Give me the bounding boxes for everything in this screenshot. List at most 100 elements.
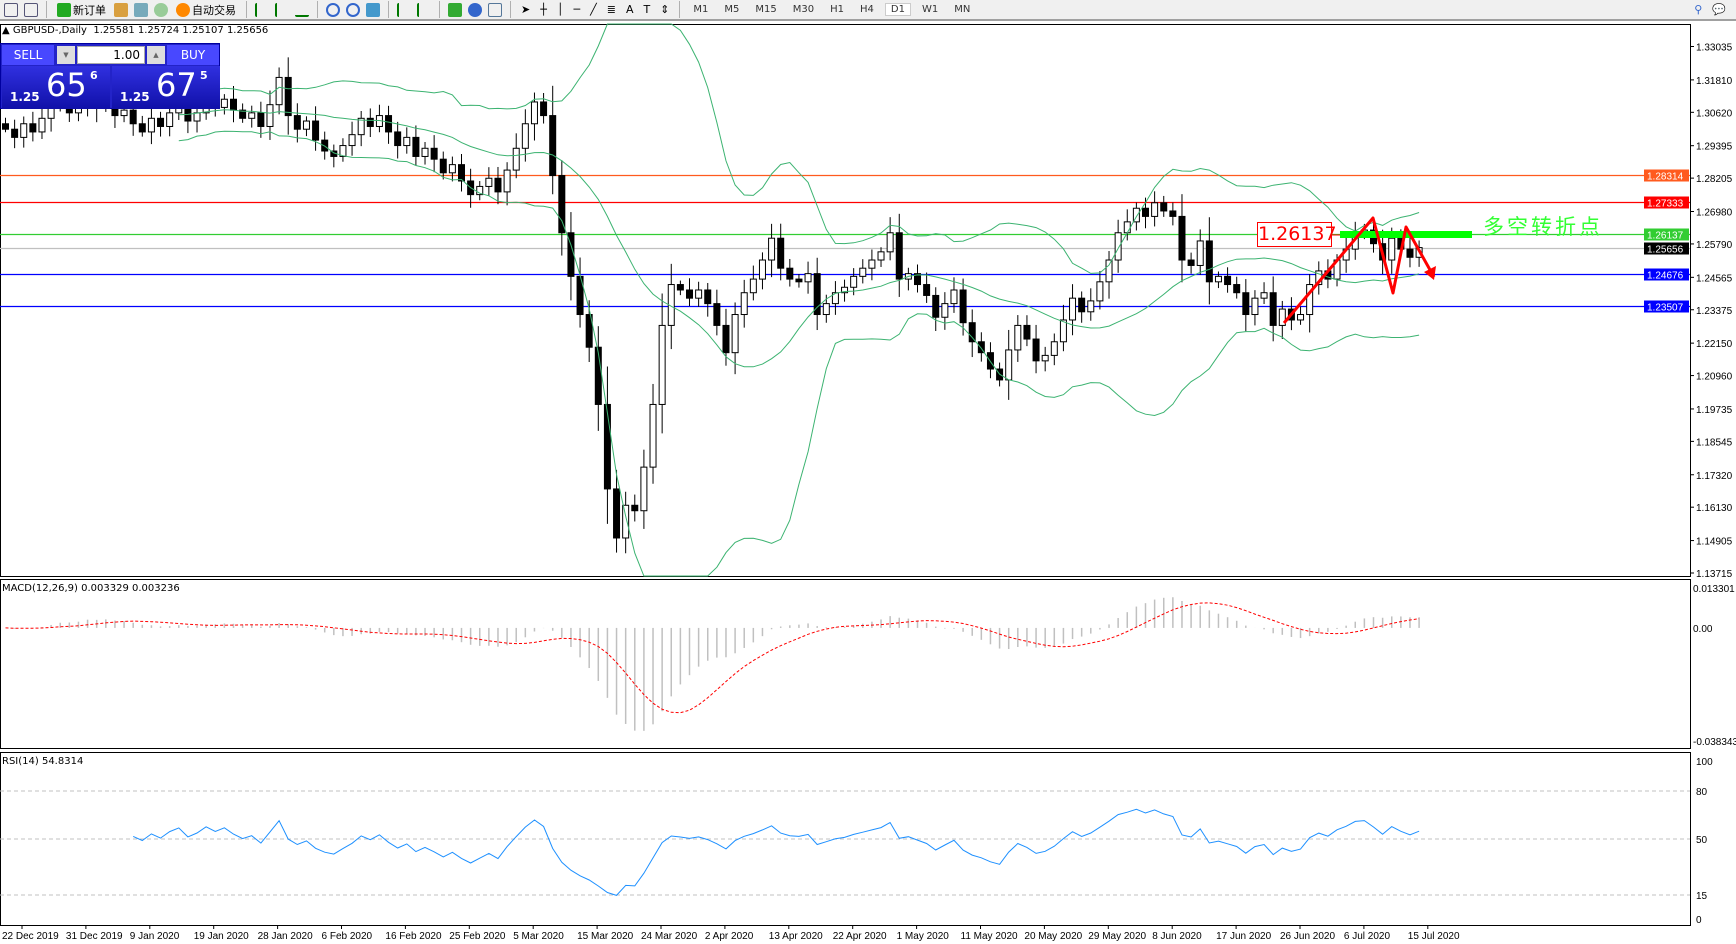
bull-candle-body [147, 117, 155, 133]
auto-trading-label: 自动交易 [192, 3, 236, 17]
new-order-button[interactable]: 新订单 [55, 0, 108, 19]
signals-icon[interactable] [154, 2, 168, 17]
buy-price-button[interactable]: 1.25 67 5 [112, 66, 220, 109]
market-watch-icon[interactable] [114, 2, 128, 17]
bull-candle-body [649, 403, 657, 468]
zoom-chart-icon[interactable] [24, 2, 38, 17]
timeframe-m5[interactable]: M5 [724, 4, 740, 15]
candle [302, 116, 310, 137]
bull-candle-body [804, 273, 812, 283]
candle [768, 223, 776, 278]
sell-price-button[interactable]: 1.25 65 6 [2, 66, 110, 109]
date-label: 6 Jul 2020 [1344, 931, 1391, 942]
date-label: 5 Mar 2020 [513, 931, 564, 942]
candle [868, 249, 876, 281]
candle [11, 119, 19, 149]
text-label-icon[interactable]: T [643, 3, 651, 16]
zoom-in-icon[interactable] [326, 2, 340, 17]
bear-candle-body [1169, 210, 1177, 217]
bear-candle-body [932, 294, 940, 318]
new-order-label: 新订单 [73, 3, 106, 17]
bull-candle-body [950, 289, 958, 305]
separator [510, 1, 511, 18]
trendline-icon[interactable]: ╱ [590, 3, 597, 16]
candle [357, 110, 365, 147]
bull-candle-body [503, 169, 511, 193]
candle [1233, 276, 1241, 299]
bear-candle-body [1233, 284, 1241, 294]
templates-icon[interactable] [488, 2, 502, 17]
timeframe-h4[interactable]: H4 [860, 4, 874, 15]
timeframe-m1[interactable]: M1 [693, 4, 709, 15]
level-annotation-label[interactable]: 1.26137 [1257, 222, 1337, 247]
bollinger-upper-band [178, 23, 1420, 274]
candle [503, 162, 511, 206]
sell-button[interactable]: SELL [2, 45, 54, 65]
auto-trading-button[interactable]: 自动交易 [174, 0, 238, 19]
candle [1169, 202, 1177, 226]
bull-candle-body [941, 303, 949, 318]
timeframe-m15[interactable]: M15 [755, 4, 777, 15]
separator [46, 1, 47, 18]
navigator-icon[interactable] [134, 2, 148, 17]
lot-decrease-button[interactable]: ▼ [57, 46, 75, 64]
search-icon[interactable]: ⚲ [1694, 3, 1703, 16]
timeframe-h1[interactable]: H1 [830, 4, 845, 15]
bear-candle-body [1242, 292, 1250, 316]
candle [658, 293, 666, 434]
vertical-line-icon[interactable]: │ [556, 3, 564, 16]
candle [530, 92, 538, 141]
bar-chart-icon[interactable] [255, 2, 269, 17]
date-label: 22 Apr 2020 [833, 931, 887, 942]
buy-button[interactable]: BUY [167, 45, 219, 65]
timeframe-m30[interactable]: M30 [792, 4, 815, 15]
timeframe-mn[interactable]: MN [954, 4, 971, 15]
bear-candle-body [439, 158, 447, 174]
separator [388, 1, 389, 18]
candle [831, 281, 839, 315]
text-icon[interactable]: A [625, 3, 634, 16]
tile-windows-icon[interactable] [366, 2, 380, 17]
candle [1114, 219, 1122, 273]
periods-icon[interactable] [468, 2, 482, 17]
lot-increase-button[interactable]: ▲ [147, 46, 165, 64]
chart-shift-icon[interactable] [417, 2, 431, 17]
bear-candle-body [385, 115, 393, 133]
timeframe-d1[interactable]: D1 [884, 3, 911, 16]
cursor-icon[interactable]: ➤ [521, 3, 531, 16]
chat-icon[interactable]: 💬 [1712, 3, 1726, 16]
lot-size-input[interactable]: 1.00 [77, 46, 145, 64]
bear-candle-body [157, 117, 165, 127]
bull-candle-body [1251, 297, 1259, 316]
zoom-out-icon[interactable] [346, 2, 360, 17]
date-label: 16 Feb 2020 [385, 931, 442, 942]
new-chart-icon[interactable] [4, 2, 18, 17]
candlestick-icon[interactable] [275, 2, 289, 17]
timeframe-w1[interactable]: W1 [921, 4, 939, 15]
line-chart-icon[interactable] [295, 3, 309, 17]
price-tick-label: 1.28205 [1696, 174, 1733, 185]
date-label: 22 Dec 2019 [2, 931, 59, 942]
fibonacci-icon[interactable]: ≣ [606, 3, 616, 16]
arrows-icon[interactable]: ⇕ [660, 3, 670, 16]
candle [1251, 290, 1259, 326]
auto-scroll-icon[interactable] [397, 2, 411, 17]
bear-candle-body [312, 120, 320, 141]
candle [312, 106, 320, 151]
bear-candle-body [29, 123, 37, 133]
bear-candle-body [257, 112, 265, 127]
main-chart-frame [0, 24, 1691, 577]
turning-point-annotation[interactable]: 多空转折点 [1483, 215, 1603, 239]
candle [1260, 282, 1268, 305]
crosshair-icon[interactable]: ┼ [540, 3, 547, 16]
bull-candle-body [1114, 232, 1122, 261]
plus-icon [57, 2, 71, 17]
bull-candle-body [275, 76, 283, 106]
bull-candle-body [1041, 354, 1049, 362]
price-tick-label: 1.25790 [1696, 240, 1733, 251]
horizontal-line-icon[interactable]: ─ [573, 3, 581, 16]
indicators-icon[interactable] [448, 2, 462, 17]
candle [275, 67, 283, 115]
candle [293, 103, 301, 143]
